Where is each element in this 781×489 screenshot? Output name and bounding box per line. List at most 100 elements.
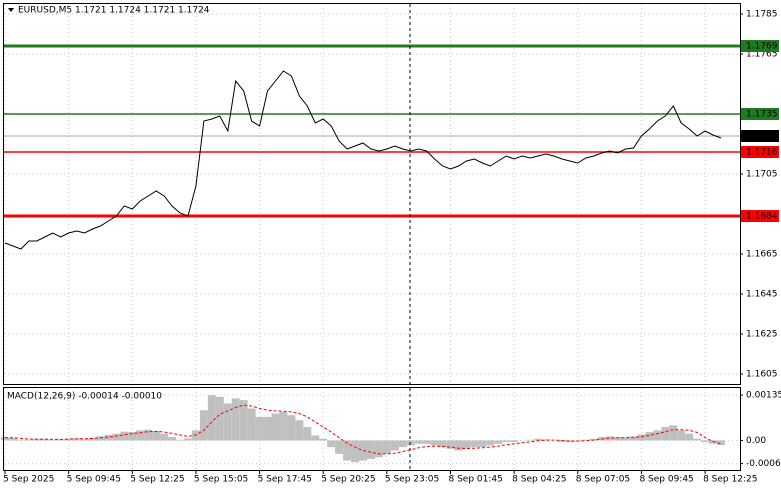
x-tick-label: 8 Sep 12:25 [703,475,757,485]
macd-bar [366,440,375,459]
macd-bar [128,432,137,441]
macd-bar [669,425,678,441]
macd-bar [16,439,25,441]
macd-bar [40,439,49,441]
macd-bar [621,437,630,441]
macd-bar [231,398,240,441]
macd-bar [605,436,614,441]
macd-bar [120,431,129,441]
macd-bar [478,440,487,448]
macd-bar [502,440,511,443]
macd-bar [287,415,296,441]
macd-bar [335,440,344,454]
macd-bar [351,440,360,463]
x-tick-label: 5 Sep 12:25 [130,475,184,485]
macd-bar [207,395,216,441]
y-tick-label: 0.00135 [746,391,781,401]
macd-bar [239,400,248,441]
macd-bar [613,437,622,441]
macd-bar [247,408,256,441]
level-label-bg [741,40,779,52]
macd-bar [717,440,725,446]
y-tick-label: 1.1605 [746,370,778,380]
macd-bar [637,434,646,441]
level-label-bg [741,210,779,222]
macd-bar [160,433,169,441]
macd-bar [486,440,495,446]
macd-bar [653,430,662,441]
macd-bar [494,440,503,444]
y-tick-label: 1.1625 [746,330,778,340]
macd-bar [462,440,471,449]
x-tick-label: 8 Sep 04:25 [512,475,566,485]
y-tick-label: 0.00 [746,436,766,446]
price-line [4,70,722,250]
macd-bar [152,431,161,441]
macd-bar [271,413,280,441]
macd-bar [168,437,177,441]
x-tick-label: 5 Sep 23:05 [385,475,439,485]
macd-bar [80,439,89,441]
macd-bar [319,438,328,441]
macd-bar [374,440,383,458]
macd-bar [542,439,550,441]
macd-bar [136,430,145,441]
macd-bar [1,437,9,441]
macd-bar [534,438,542,441]
macd-bar [430,440,439,446]
macd-bar [327,440,336,448]
macd-bar [56,439,65,441]
macd-bar [470,440,479,448]
macd-bar [215,396,224,441]
macd-bar [359,440,367,461]
macd-bar [581,439,590,441]
x-tick-label: 5 Sep 2025 [3,475,54,485]
last-price-label: 1.1724 [746,132,778,142]
x-tick-label: 5 Sep 15:05 [194,475,248,485]
macd-bar [263,416,272,441]
macd-bar [279,411,288,441]
macd-bar [303,426,312,441]
macd-header: MACD(12,26,9) -0.00014 -0.00010 [7,392,162,402]
macd-bar [223,403,232,441]
macd-bar [382,440,391,454]
macd-bar [661,426,670,441]
x-tick-label: 8 Sep 07:05 [576,475,630,485]
macd-bar [701,440,710,443]
y-tick-label: 1.1705 [746,170,778,180]
macd-bar [64,438,73,441]
last-price-bg [741,130,779,142]
x-tick-label: 5 Sep 20:25 [321,475,375,485]
macd-signal [5,404,722,455]
macd-bar [255,416,264,441]
macd-bar [343,440,352,461]
macd-bar [645,432,654,441]
price-header: EURUSD,M5 1.1721 1.1724 1.1721 1.1724 [18,6,210,16]
macd-bar [677,430,686,441]
macd-bar [510,440,519,443]
level-label: 1.1769 [746,42,778,52]
macd-bar [311,435,320,441]
macd-bar [414,440,423,444]
macd-bar [526,439,535,441]
macd-bar [96,436,105,441]
macd-bar [88,437,97,441]
macd-bar [398,440,407,448]
macd-bar [446,440,455,449]
x-tick-label: 8 Sep 09:45 [639,475,693,485]
macd-bar [693,438,702,441]
macd-bar [454,440,463,451]
macd-panel-frame [3,387,741,471]
macd-bar [72,438,81,441]
y-tick-label: -0.00069 [746,459,781,469]
macd-bar [199,410,208,441]
macd-bar [629,436,638,441]
macd-bar [709,440,718,444]
y-tick-label: 1.1665 [746,250,778,260]
macd-bar [685,433,694,441]
x-tick-label: 5 Sep 17:45 [258,475,312,485]
macd-bar [48,439,57,441]
macd-bar [24,439,33,441]
macd-bar [104,435,113,441]
